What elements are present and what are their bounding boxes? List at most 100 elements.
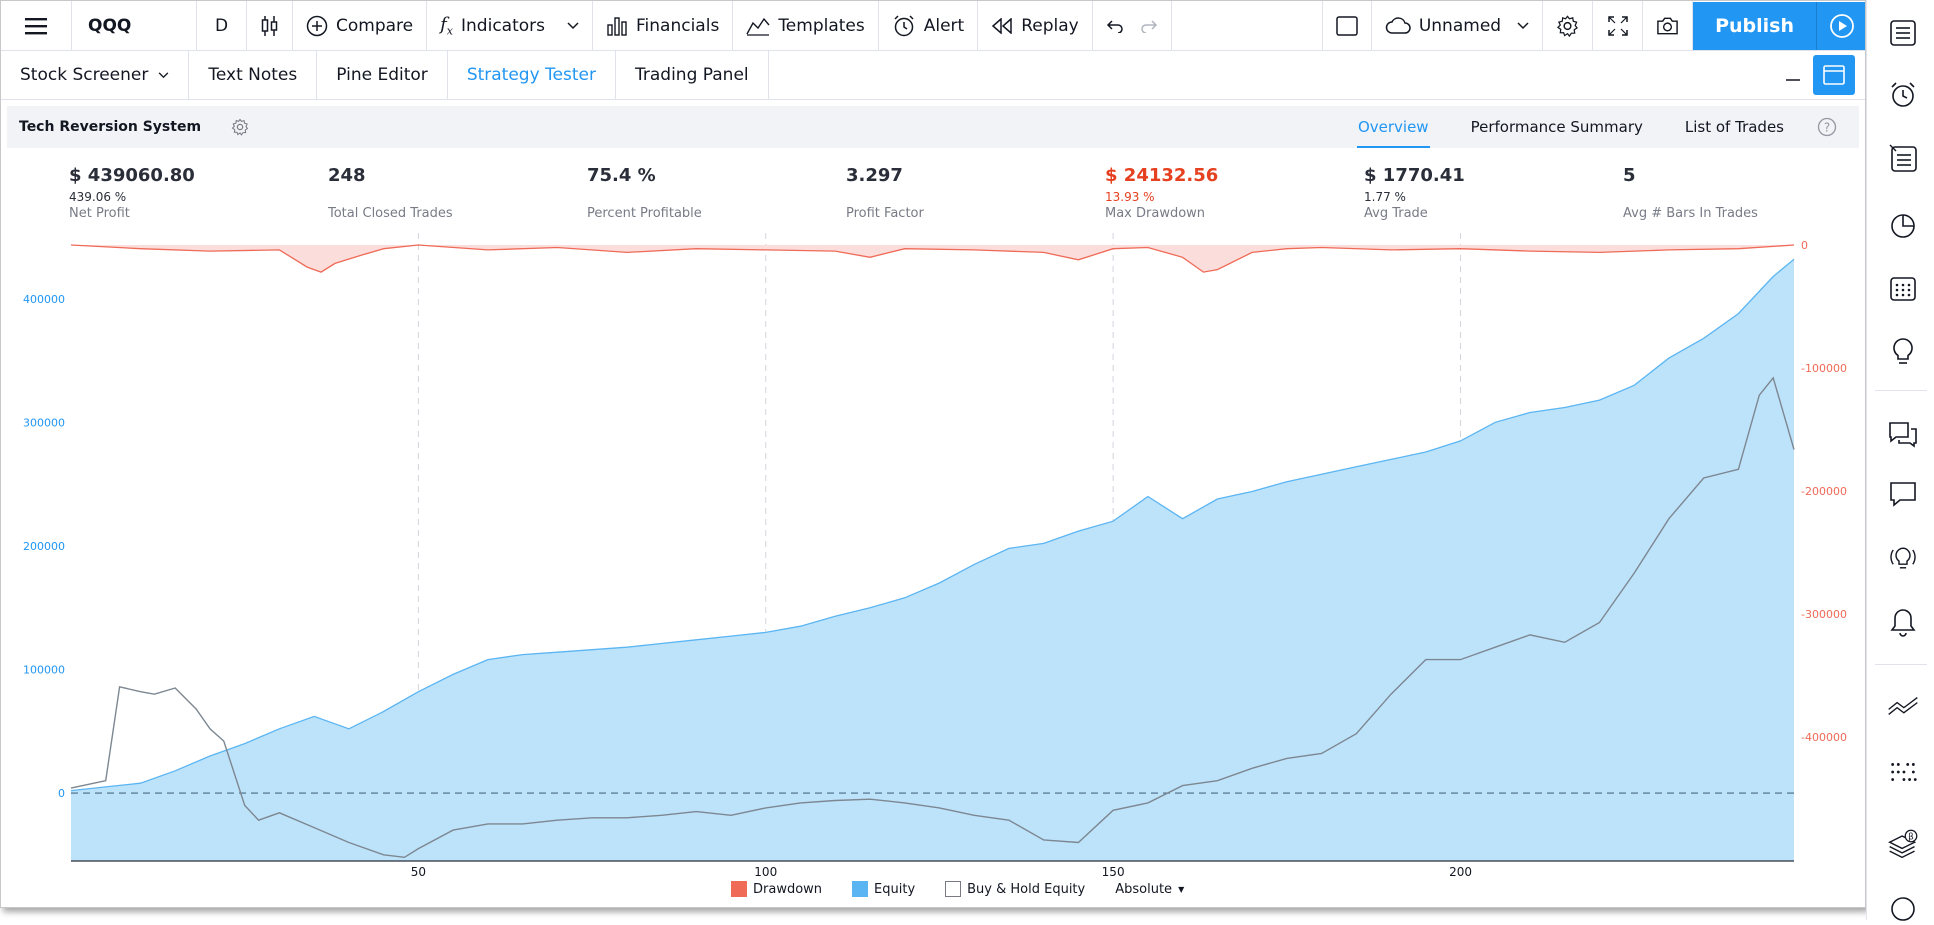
legend-equity[interactable]: Equity [852,881,915,897]
publish-label: Publish [1715,14,1794,37]
beta-layers-button[interactable]: β [1887,828,1919,860]
interval-button[interactable]: D [197,1,247,51]
tab-label: Pine Editor [336,65,428,85]
chat-bubbles-icon [1889,422,1917,448]
alerts-panel-button[interactable] [1887,79,1919,111]
notifications-button[interactable] [1887,606,1919,638]
metric-label: Max Drawdown [1105,206,1206,221]
sidebar-divider [1875,390,1927,391]
menu-button[interactable] [1,1,72,51]
broadcast-bulb-icon [1890,547,1916,569]
maximize-icon [1823,65,1845,85]
streams-button[interactable] [1887,542,1919,574]
y-left-tick-label: 200000 [23,540,65,553]
x-tick-label: 50 [411,865,426,879]
subtab-label: Overview [1357,118,1429,136]
buy-hold-series [70,376,1795,859]
tab-strategy-tester[interactable]: Strategy Tester [448,50,616,100]
chart-style-button[interactable] [247,1,293,51]
tab-stock-screener[interactable]: Stock Screener [1,50,190,100]
publish-button[interactable]: Publish [1693,1,1817,50]
legend-label: Buy & Hold Equity [967,881,1086,897]
data-window-button[interactable] [1887,142,1919,174]
cloud-icon [1385,16,1411,34]
circle-icon [1891,897,1915,921]
minimize-panel-button[interactable] [1773,51,1813,100]
tab-text-notes[interactable]: Text Notes [189,50,318,100]
metric-value: $ 439060.80 [69,165,195,186]
metric-label: Percent Profitable [587,206,702,221]
layout-name-label: Unnamed [1418,15,1502,36]
play-button[interactable] [1817,1,1865,50]
gear-icon[interactable] [231,118,249,136]
fullscreen-button[interactable] [1593,1,1644,51]
indicators-button[interactable]: fx Indicators [427,1,593,51]
watchlist-icon [1890,20,1916,46]
rewind-icon [992,17,1012,34]
hotlists-button[interactable] [1887,210,1919,242]
metric-label: Avg Trade [1364,206,1428,221]
question-icon: ? [1817,117,1837,137]
drawdown-area [71,245,1794,273]
metric-percent [1623,190,1865,206]
function-icon: fx [440,13,454,38]
tab-pine-editor[interactable]: Pine Editor [317,50,448,100]
metrics-row: $ 439060.80 439.06 % Net Profit 248 Tota… [69,165,1865,222]
tab-label: Trading Panel [634,65,749,85]
tab-label: Strategy Tester [466,65,596,85]
lightbulb-icon [1893,338,1913,364]
depth-of-market-button[interactable] [1887,690,1919,722]
calendar-button[interactable] [1887,272,1919,304]
messages-button[interactable] [1887,478,1919,510]
y-left-tick-label: 100000 [23,663,65,676]
metric-avg-trade: $ 1770.41 1.77 % Avg Trade [1364,165,1623,222]
tab-performance-summary[interactable]: Performance Summary [1450,106,1664,148]
legend-buy-hold[interactable]: Buy & Hold Equity [945,881,1085,897]
chats-button[interactable] [1887,418,1919,450]
financials-button[interactable]: Financials [593,1,734,51]
absolute-dropdown[interactable]: Absolute ▼ [1115,882,1184,897]
metric-label: Avg # Bars In Trades [1623,206,1758,221]
tab-label: Stock Screener [20,65,149,85]
y-left-tick-label: 300000 [23,416,65,429]
tab-trading-panel[interactable]: Trading Panel [616,50,769,100]
snapshot-button[interactable] [1643,1,1694,51]
metric-percent [846,190,1105,206]
templates-button[interactable]: Templates [733,1,879,51]
strategy-name: Tech Reversion System [19,119,202,135]
calendar-icon [1890,277,1916,301]
chevron-down-icon [567,21,579,29]
compare-button[interactable]: Compare [293,1,428,51]
x-tick-label: 200 [1449,865,1472,879]
legend-drawdown[interactable]: Drawdown [731,881,822,897]
settings-button[interactable] [1543,1,1594,51]
watchlist-button[interactable] [1887,17,1919,49]
layout-name-button[interactable]: Unnamed [1372,1,1544,51]
alert-button[interactable]: Alert [879,1,979,51]
undo-icon[interactable] [1106,19,1124,33]
dropdown-label: Absolute [1115,881,1173,897]
help-button[interactable]: ? [1805,106,1849,148]
layers-beta-icon: β [1888,829,1918,859]
equity-chart[interactable]: 50 100 150 200 400000 300000 200000 100000 0 0 -10… [1,231,1866,881]
drawdown-swatch [731,881,747,897]
symbol-search[interactable]: QQQ [72,1,197,51]
ideas-button[interactable] [1887,336,1919,368]
undo-redo-group [1093,1,1172,51]
replay-button[interactable]: Replay [978,1,1093,51]
metric-avg-bars: 5 Avg # Bars In Trades [1623,165,1865,222]
maximize-panel-button[interactable] [1813,55,1855,95]
redo-icon[interactable] [1140,19,1158,33]
layout-select-button[interactable] [1321,1,1372,51]
tab-list-of-trades[interactable]: List of Trades [1664,106,1805,148]
financials-label: Financials [636,15,720,36]
buy-hold-checkbox[interactable] [945,881,962,897]
sidebar-divider [1875,664,1927,665]
dots-menu-button[interactable] [1887,756,1919,788]
alert-label: Alert [923,15,965,36]
bell-icon [1890,609,1916,637]
y-left-tick-label: 400000 [23,293,65,306]
subtab-label: Performance Summary [1470,118,1643,136]
tab-overview[interactable]: Overview [1337,106,1450,148]
more-button[interactable] [1887,893,1919,925]
